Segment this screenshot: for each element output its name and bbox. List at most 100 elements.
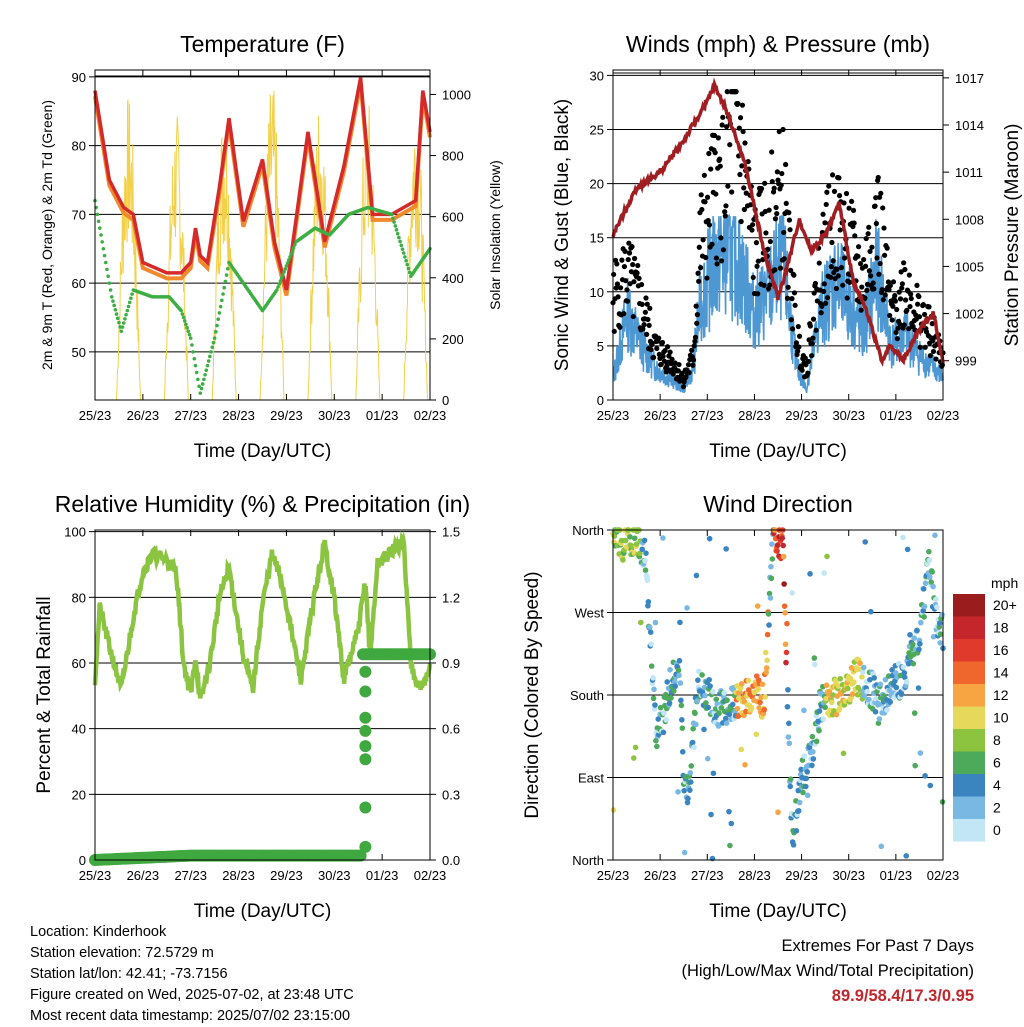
gust-point xyxy=(847,279,853,285)
gust-point xyxy=(887,282,893,289)
direction-point xyxy=(782,610,788,616)
gust-point xyxy=(876,271,882,277)
dewpoint-point xyxy=(103,260,108,265)
gust-point xyxy=(755,291,761,297)
gust-point xyxy=(718,235,724,241)
direction-point xyxy=(657,704,664,711)
gust-point xyxy=(702,199,708,205)
dewpoint-point xyxy=(190,343,194,347)
direction-point xyxy=(844,685,851,692)
direction-point xyxy=(922,580,929,587)
gust-point xyxy=(619,257,625,263)
gust-point xyxy=(659,339,666,346)
direction-point xyxy=(768,563,774,570)
direction-point xyxy=(753,731,760,738)
gust-point xyxy=(821,288,827,294)
gust-point xyxy=(729,189,735,195)
direction-point xyxy=(678,702,685,709)
gust-point xyxy=(898,269,904,275)
gust-point xyxy=(694,312,701,318)
temperature-2m-line xyxy=(93,77,432,291)
direction-point xyxy=(676,657,683,664)
dewpoint-point xyxy=(218,304,223,309)
direction-point xyxy=(768,575,775,582)
gust-point xyxy=(711,132,718,139)
dewpoint-point xyxy=(109,295,114,299)
gust-point xyxy=(858,307,864,313)
gust-point xyxy=(621,263,628,270)
dewpoint-point xyxy=(102,253,107,258)
y-tick-label: South xyxy=(570,688,604,703)
x-tick-label: 30/23 xyxy=(318,868,351,883)
direction-point xyxy=(866,696,872,703)
dewpoint-point xyxy=(186,329,191,334)
gust-point xyxy=(889,317,895,323)
dewpoint-point xyxy=(221,292,225,296)
direction-point xyxy=(690,725,696,732)
x-tick-label: 25/23 xyxy=(597,408,630,423)
gust-point xyxy=(894,336,900,342)
gust-point xyxy=(625,256,631,263)
gust-point xyxy=(737,171,743,178)
gust-point xyxy=(792,302,798,308)
gust-point xyxy=(787,227,793,233)
direction-point xyxy=(835,683,842,689)
gust-point xyxy=(758,186,765,192)
gust-point xyxy=(713,191,719,197)
y-tick-label: 10 xyxy=(590,285,604,300)
dewpoint-point xyxy=(291,246,296,250)
direction-point xyxy=(632,744,639,751)
gust-point xyxy=(788,267,794,273)
dewpoint-point xyxy=(208,354,212,359)
dewpoint-point xyxy=(222,285,227,290)
gust-point xyxy=(624,287,630,293)
gust-point xyxy=(696,244,702,250)
gust-point xyxy=(701,172,707,178)
direction-point xyxy=(661,710,667,716)
direction-point xyxy=(647,629,654,635)
dewpoint-point xyxy=(400,247,405,251)
direction-point xyxy=(696,668,702,675)
gust-point xyxy=(621,311,627,317)
direction-point xyxy=(723,720,730,726)
y-tick-label: 50 xyxy=(72,345,86,360)
gust-point xyxy=(648,347,654,353)
gust-point xyxy=(676,361,682,368)
y2-tick-label: 0.3 xyxy=(442,787,460,802)
x-tick-label: 28/23 xyxy=(222,868,255,883)
colorbar-swatch xyxy=(953,661,985,684)
y-tick-label: 25 xyxy=(590,123,604,138)
direction-point xyxy=(689,739,696,746)
direction-point xyxy=(809,762,815,769)
gust-point xyxy=(697,265,704,271)
direction-point xyxy=(693,572,700,579)
direction-point xyxy=(830,692,836,698)
gust-point xyxy=(627,281,633,287)
direction-point xyxy=(748,705,755,711)
direction-point xyxy=(757,699,763,706)
colorbar-label: 0 xyxy=(993,822,1001,838)
x-axis-label: Time (Day/UTC) xyxy=(709,441,847,462)
direction-point xyxy=(724,697,730,704)
dewpoint-point xyxy=(204,368,209,373)
direction-point xyxy=(774,542,781,548)
gust-point xyxy=(686,370,692,376)
gust-point xyxy=(882,252,888,258)
gust-point xyxy=(901,260,907,266)
x-tick-label: 25/23 xyxy=(597,868,630,883)
direction-point xyxy=(928,579,935,585)
gust-point xyxy=(733,89,739,95)
gust-point xyxy=(843,190,850,197)
gust-point xyxy=(745,158,751,165)
direction-point xyxy=(687,787,693,793)
direction-point xyxy=(710,688,716,695)
gust-point xyxy=(614,261,620,267)
gust-point xyxy=(890,303,896,309)
direction-point xyxy=(645,599,652,605)
dewpoint-point xyxy=(206,359,211,363)
direction-point xyxy=(764,657,770,664)
gust-point xyxy=(699,206,705,213)
direction-point xyxy=(765,611,772,617)
colorbar-label: 2 xyxy=(993,800,1001,816)
